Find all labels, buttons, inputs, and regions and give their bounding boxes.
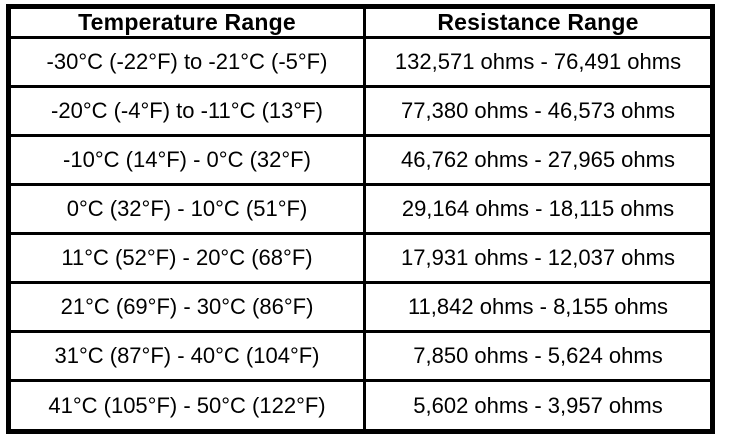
resistance-cell: 77,380 ohms - 46,573 ohms — [363, 85, 714, 138]
header-row: Temperature Range Resistance Range — [7, 5, 714, 39]
table-row: 0°C (32°F) - 10°C (51°F) 29,164 ohms - 1… — [7, 183, 714, 236]
resistance-cell: 17,931 ohms - 12,037 ohms — [363, 232, 714, 285]
column-header-temperature: Temperature Range — [7, 5, 366, 39]
resistance-cell: 5,602 ohms - 3,957 ohms — [363, 379, 714, 433]
temperature-cell: -10°C (14°F) - 0°C (32°F) — [7, 134, 366, 187]
temperature-cell: 41°C (105°F) - 50°C (122°F) — [7, 379, 366, 433]
temperature-cell: 21°C (69°F) - 30°C (86°F) — [7, 281, 366, 334]
resistance-cell: 11,842 ohms - 8,155 ohms — [363, 281, 714, 334]
table-row: -20°C (-4°F) to -11°C (13°F) 77,380 ohms… — [7, 85, 714, 138]
resistance-cell: 132,571 ohms - 76,491 ohms — [363, 35, 714, 89]
temperature-resistance-table: Temperature Range Resistance Range -30°C… — [6, 4, 715, 434]
temperature-resistance-table-container: Temperature Range Resistance Range -30°C… — [6, 4, 715, 434]
resistance-cell: 7,850 ohms - 5,624 ohms — [363, 330, 714, 383]
temperature-cell: -20°C (-4°F) to -11°C (13°F) — [7, 85, 366, 138]
table-row: 41°C (105°F) - 50°C (122°F) 5,602 ohms -… — [7, 379, 714, 433]
temperature-cell: 31°C (87°F) - 40°C (104°F) — [7, 330, 366, 383]
column-header-resistance: Resistance Range — [363, 5, 714, 39]
resistance-cell: 29,164 ohms - 18,115 ohms — [363, 183, 714, 236]
resistance-cell: 46,762 ohms - 27,965 ohms — [363, 134, 714, 187]
table-row: 11°C (52°F) - 20°C (68°F) 17,931 ohms - … — [7, 232, 714, 285]
table-row: 31°C (87°F) - 40°C (104°F) 7,850 ohms - … — [7, 330, 714, 383]
table-row: 21°C (69°F) - 30°C (86°F) 11,842 ohms - … — [7, 281, 714, 334]
table-row: -30°C (-22°F) to -21°C (-5°F) 132,571 oh… — [7, 35, 714, 89]
temperature-cell: 11°C (52°F) - 20°C (68°F) — [7, 232, 366, 285]
temperature-cell: -30°C (-22°F) to -21°C (-5°F) — [7, 35, 366, 89]
table-row: -10°C (14°F) - 0°C (32°F) 46,762 ohms - … — [7, 134, 714, 187]
temperature-cell: 0°C (32°F) - 10°C (51°F) — [7, 183, 366, 236]
